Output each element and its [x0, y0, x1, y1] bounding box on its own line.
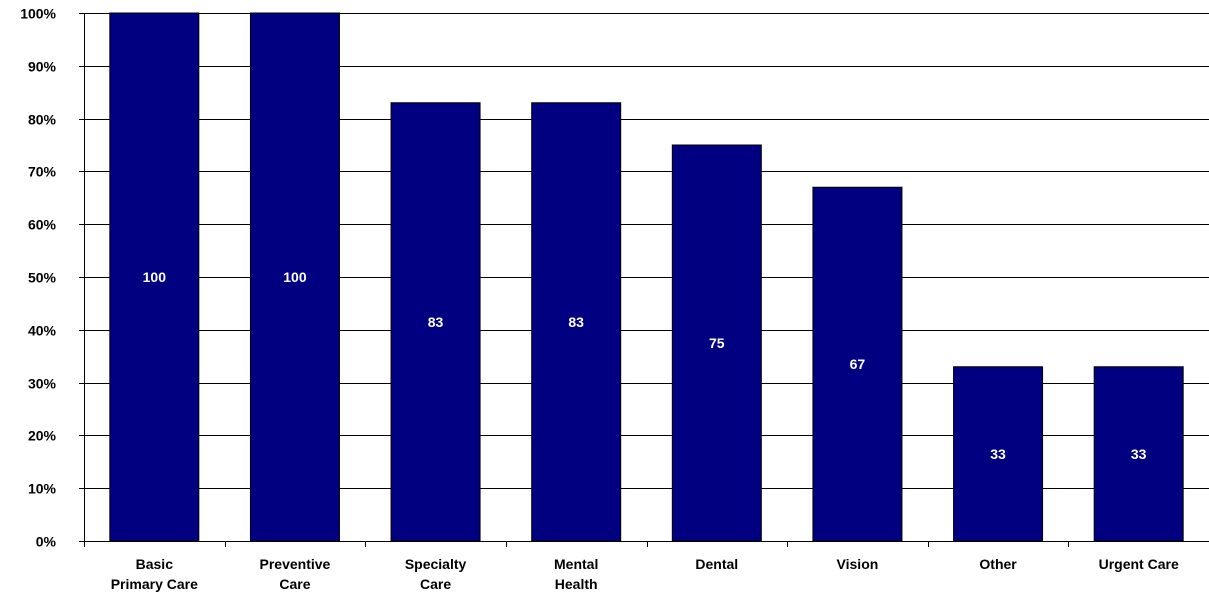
x-tick-label: Other: [979, 556, 1017, 572]
y-tick-label: 90%: [28, 59, 57, 75]
data-label: 33: [990, 446, 1006, 462]
axes: [79, 13, 1209, 547]
y-tick-label: 0%: [36, 534, 57, 550]
x-tick-label: Basic: [136, 556, 174, 572]
data-label: 83: [428, 314, 444, 330]
x-tick-label: Specialty: [405, 556, 467, 572]
y-tick-label: 60%: [28, 217, 57, 233]
data-label: 67: [850, 356, 866, 372]
x-tick-label: Primary Care: [111, 576, 198, 592]
data-label: 83: [568, 314, 584, 330]
data-label: 75: [709, 335, 725, 351]
x-tick-label: Dental: [695, 556, 738, 572]
y-tick-label: 100%: [20, 6, 56, 22]
x-tick-label: Mental: [554, 556, 598, 572]
x-tick-label: Vision: [837, 556, 879, 572]
y-tick-label: 50%: [28, 270, 57, 286]
bar-4: [671, 144, 762, 542]
y-tick-label: 40%: [28, 323, 57, 339]
y-tick-label: 10%: [28, 481, 57, 497]
y-tick-label: 30%: [28, 376, 57, 392]
bar-3: [531, 102, 622, 542]
y-tick-label: 20%: [28, 428, 57, 444]
bar-7: [1093, 366, 1184, 542]
data-label: 100: [143, 269, 167, 285]
y-tick-label: 80%: [28, 112, 57, 128]
bar-5: [812, 186, 903, 542]
bar-6: [953, 366, 1044, 542]
x-tick-label: Preventive: [260, 556, 331, 572]
labels: 0% 10% 20% 30% 40% 50% 60% 70% 80% 90% 100% 100 Basi…: [20, 6, 1179, 593]
x-tick-label: Care: [420, 576, 451, 592]
bar-0: [109, 12, 200, 542]
x-tick-label: Urgent Care: [1099, 556, 1179, 572]
y-tick-label: 70%: [28, 164, 57, 180]
bar-1: [249, 12, 340, 542]
x-tick-label: Health: [555, 576, 598, 592]
data-label: 100: [283, 269, 307, 285]
data-label: 33: [1131, 446, 1147, 462]
x-tick-label: Care: [279, 576, 310, 592]
